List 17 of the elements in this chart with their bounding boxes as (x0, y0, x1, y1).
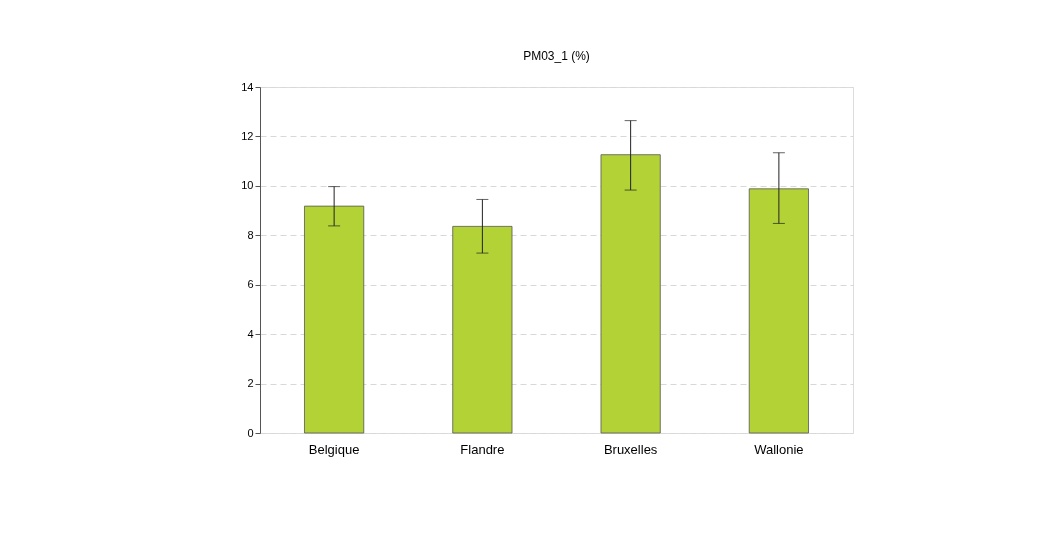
y-tick-label: 2 (247, 377, 254, 390)
bar (748, 188, 809, 434)
bar (304, 205, 365, 434)
y-tick-label: 12 (241, 129, 254, 142)
y-tick-label: 6 (247, 278, 254, 291)
x-tick-label: Flandre (460, 441, 505, 457)
x-tick-label: Bruxelles (603, 441, 658, 457)
y-tick-label: 4 (247, 327, 254, 340)
bar (452, 225, 513, 434)
chart-title: PM03_1 (%) (523, 49, 590, 63)
y-tick-label: 10 (241, 179, 254, 192)
bar (600, 154, 661, 434)
y-tick-label: 14 (241, 80, 254, 93)
y-tick-label: 8 (247, 228, 254, 241)
y-tick-label: 0 (247, 426, 254, 439)
x-tick-label: Wallonie (754, 441, 804, 457)
x-tick-label: Belgique (308, 441, 360, 457)
